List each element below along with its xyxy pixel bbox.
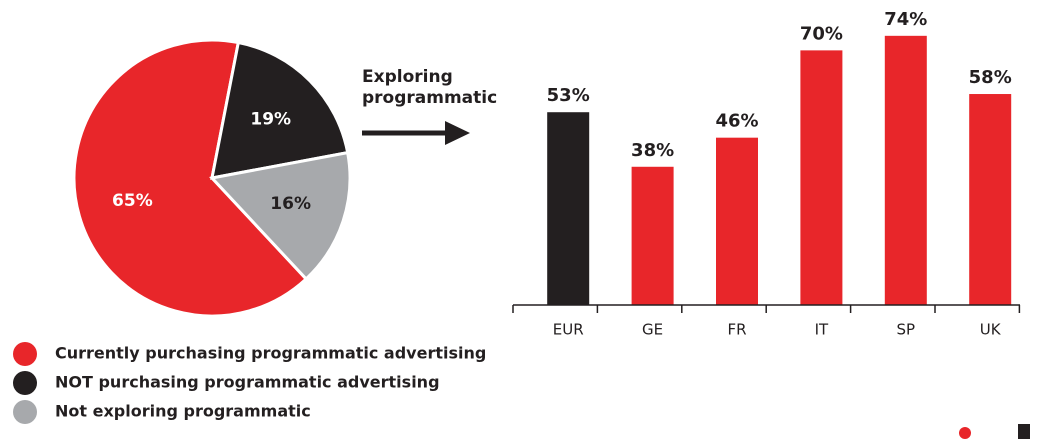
x-tick-label: GE bbox=[642, 321, 663, 339]
data-label: 70% bbox=[800, 23, 843, 44]
data-label: 53% bbox=[547, 85, 590, 106]
arrow-head bbox=[445, 121, 470, 145]
logo bbox=[959, 427, 971, 439]
logo bbox=[1018, 424, 1030, 439]
pie-slice bbox=[72, 38, 309, 318]
legend-swatch bbox=[13, 371, 37, 395]
annotation: programmatic bbox=[362, 88, 497, 108]
legend-swatch bbox=[13, 342, 37, 366]
bar bbox=[716, 137, 758, 305]
x-tick-label: IT bbox=[815, 321, 829, 339]
x-tick-label: FR bbox=[727, 321, 746, 339]
annotation: Exploring bbox=[362, 67, 453, 87]
bar bbox=[547, 112, 590, 306]
legend-swatch bbox=[13, 400, 37, 424]
data-label: 58% bbox=[969, 67, 1012, 88]
data-label: 74% bbox=[884, 9, 927, 30]
data-label: 65% bbox=[112, 191, 153, 211]
data-label: 46% bbox=[715, 111, 758, 132]
bar bbox=[884, 35, 927, 305]
data-label: 16% bbox=[270, 194, 311, 214]
x-tick-label: SP bbox=[897, 321, 916, 339]
x-tick-label: UK bbox=[980, 321, 1002, 339]
legend-label: Not exploring programmatic bbox=[55, 402, 311, 421]
data-label: 19% bbox=[250, 110, 291, 130]
bar bbox=[800, 50, 843, 305]
legend-label: NOT purchasing programmatic advertising bbox=[55, 373, 440, 392]
legend-label: Currently purchasing programmatic advert… bbox=[55, 344, 486, 363]
bar bbox=[969, 94, 1012, 306]
pie-slice bbox=[210, 40, 350, 180]
bar bbox=[631, 166, 674, 305]
x-tick-label: EUR bbox=[553, 321, 584, 339]
pie-slice bbox=[209, 150, 352, 282]
data-label: 38% bbox=[631, 140, 674, 161]
